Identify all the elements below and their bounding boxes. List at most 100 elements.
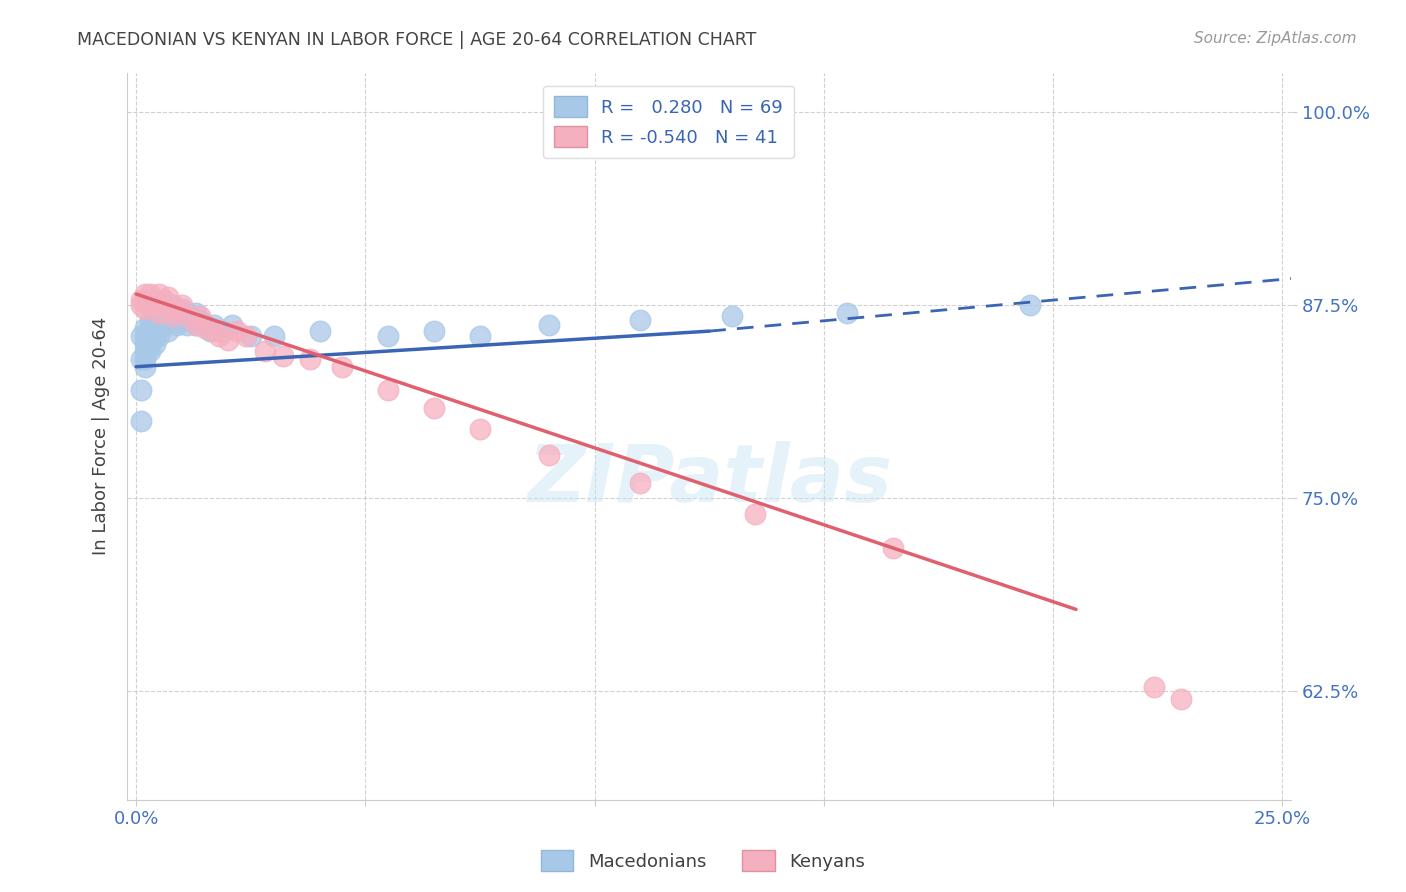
Point — [180, 309, 202, 323]
Point — [194, 321, 217, 335]
Point — [721, 309, 744, 323]
Text: MACEDONIAN VS KENYAN IN LABOR FORCE | AGE 20-64 CORRELATION CHART: MACEDONIAN VS KENYAN IN LABOR FORCE | AG… — [77, 31, 756, 49]
Point — [468, 421, 491, 435]
Point — [143, 321, 166, 335]
Point — [152, 318, 174, 332]
Point — [134, 328, 156, 343]
Point — [198, 324, 221, 338]
Point — [148, 313, 170, 327]
Point — [148, 305, 170, 319]
Point — [139, 344, 162, 359]
Point — [170, 298, 193, 312]
Point — [134, 359, 156, 374]
Point — [129, 328, 152, 343]
Point — [882, 541, 904, 555]
Point — [835, 305, 858, 319]
Point — [176, 318, 198, 332]
Point — [162, 313, 184, 327]
Point — [377, 328, 399, 343]
Point — [299, 351, 322, 366]
Point — [253, 344, 276, 359]
Point — [184, 318, 207, 332]
Point — [152, 298, 174, 312]
Point — [134, 351, 156, 366]
Point — [1019, 298, 1042, 312]
Point — [176, 305, 198, 319]
Point — [217, 334, 239, 348]
Point — [129, 383, 152, 397]
Point — [148, 302, 170, 317]
Point — [129, 298, 152, 312]
Point — [157, 324, 180, 338]
Text: Source: ZipAtlas.com: Source: ZipAtlas.com — [1194, 31, 1357, 46]
Point — [129, 293, 152, 308]
Point — [630, 313, 652, 327]
Point — [162, 305, 184, 319]
Point — [139, 340, 162, 354]
Point — [166, 302, 188, 317]
Point — [537, 448, 560, 462]
Point — [129, 351, 152, 366]
Text: ZIPatlas: ZIPatlas — [527, 441, 891, 519]
Point — [152, 305, 174, 319]
Point — [308, 324, 330, 338]
Point — [152, 302, 174, 317]
Point — [166, 318, 188, 332]
Point — [271, 349, 294, 363]
Point — [148, 287, 170, 301]
Point — [166, 302, 188, 317]
Point — [468, 328, 491, 343]
Point — [166, 309, 188, 323]
Point — [377, 383, 399, 397]
Y-axis label: In Labor Force | Age 20-64: In Labor Force | Age 20-64 — [93, 318, 110, 556]
Point — [157, 290, 180, 304]
Point — [143, 313, 166, 327]
Point — [134, 336, 156, 351]
Point — [226, 324, 249, 338]
Point — [235, 328, 257, 343]
Point — [157, 302, 180, 317]
Point — [152, 311, 174, 326]
Point — [170, 302, 193, 317]
Point — [162, 302, 184, 317]
Legend: Macedonians, Kenyans: Macedonians, Kenyans — [534, 843, 872, 879]
Point — [423, 324, 446, 338]
Point — [332, 359, 354, 374]
Point — [202, 324, 225, 338]
Point — [139, 298, 162, 312]
Point — [630, 475, 652, 490]
Point — [184, 318, 207, 332]
Point — [143, 298, 166, 312]
Point — [152, 293, 174, 308]
Point — [134, 302, 156, 317]
Point — [744, 507, 766, 521]
Point — [139, 321, 162, 335]
Point — [139, 334, 162, 348]
Point — [202, 318, 225, 332]
Point — [212, 324, 235, 338]
Point — [143, 309, 166, 323]
Point — [157, 313, 180, 327]
Point — [143, 336, 166, 351]
Point — [143, 318, 166, 332]
Point — [188, 313, 211, 327]
Point — [1170, 692, 1192, 706]
Point — [162, 298, 184, 312]
Point — [170, 313, 193, 327]
Point — [134, 287, 156, 301]
Point — [157, 309, 180, 323]
Point — [148, 321, 170, 335]
Point — [139, 287, 162, 301]
Point — [1143, 680, 1166, 694]
Point — [134, 344, 156, 359]
Point — [143, 328, 166, 343]
Point — [152, 298, 174, 312]
Point — [162, 309, 184, 323]
Point — [208, 328, 231, 343]
Point — [148, 298, 170, 312]
Point — [263, 328, 285, 343]
Point — [139, 328, 162, 343]
Point — [139, 324, 162, 338]
Point — [184, 305, 207, 319]
Legend: R =   0.280   N = 69, R = -0.540   N = 41: R = 0.280 N = 69, R = -0.540 N = 41 — [543, 86, 793, 158]
